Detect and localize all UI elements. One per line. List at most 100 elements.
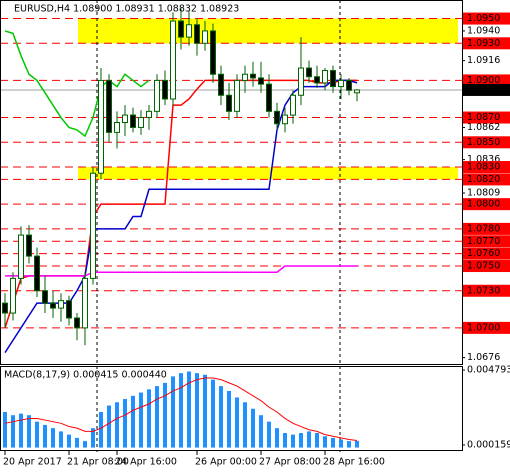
macd-bar <box>155 386 159 448</box>
y-tick-label: 1.0820 <box>467 174 500 185</box>
candle-body <box>90 172 96 279</box>
candle-body <box>282 114 288 125</box>
candle-body <box>34 255 40 292</box>
candle-body <box>66 300 72 319</box>
candle-body <box>138 117 144 128</box>
y-tick-label: 1.0900 <box>467 75 500 86</box>
candle-body <box>50 302 56 309</box>
candle-body <box>58 300 64 309</box>
y-tick-label: 1.0730 <box>467 285 500 296</box>
macd-bar <box>323 436 327 448</box>
macd-bar <box>355 440 359 448</box>
chart-title: EURUSD,H4 1.08900 1.08931 1.08832 1.0892… <box>14 4 239 15</box>
macd-label: MACD(8,17,9) 0.000415 0.000440 <box>4 370 167 381</box>
candle-body <box>74 317 80 329</box>
candle-body <box>18 234 24 279</box>
macd-bar <box>115 402 119 448</box>
macd-bar <box>3 411 7 448</box>
y-tick-label: 1.0870 <box>467 112 500 123</box>
macd-bar <box>11 415 15 448</box>
y-tick-label: 1.0830 <box>467 162 500 173</box>
candle-body <box>330 70 336 88</box>
level-label-bg <box>463 74 510 87</box>
level-label-bg <box>463 12 510 25</box>
macd-frame <box>0 366 463 451</box>
macd-bar <box>43 424 47 448</box>
macd-bar <box>307 431 311 448</box>
macd-bar <box>107 405 111 448</box>
level-label-bg <box>463 198 510 211</box>
y-tick-label: 1.0836 <box>467 154 500 165</box>
last-price-label: 1.08923 <box>467 84 506 95</box>
level-label-bg <box>463 37 510 50</box>
macd-bar <box>131 395 135 448</box>
macd-bar <box>91 428 95 448</box>
macd-bar <box>171 376 175 448</box>
candle-body <box>114 121 120 133</box>
candle-body <box>98 79 104 174</box>
level-label-bg <box>463 222 510 235</box>
y-tick-label: 1.0780 <box>467 223 500 234</box>
indicator-line <box>5 265 357 277</box>
x-tick-label: 20 Apr 2017 <box>3 457 62 468</box>
macd-bar <box>275 428 279 448</box>
y-tick-label: 0.000159 <box>467 440 510 451</box>
macd-bar <box>243 402 247 448</box>
indicator-line <box>4 30 150 138</box>
macd-bar <box>179 373 183 448</box>
y-tick-label: 1.0930 <box>467 38 500 49</box>
macd-bar <box>339 439 343 448</box>
level-label-bg <box>463 173 510 186</box>
candle-body <box>122 114 128 123</box>
candle-body <box>162 79 168 100</box>
macd-bar <box>267 421 271 448</box>
macd-bar <box>195 373 199 448</box>
candle-body <box>10 277 16 314</box>
macd-bar <box>35 421 39 448</box>
candle-body <box>354 89 360 94</box>
y-tick-label: 0.004793 <box>467 365 510 376</box>
candle-body <box>322 70 328 84</box>
y-tick-label: 1.0809 <box>467 188 500 199</box>
x-tick-label: 27 Apr 08:00 <box>259 457 321 468</box>
candle-body <box>258 77 264 85</box>
macd-bar <box>59 431 63 448</box>
level-label-bg <box>463 260 510 273</box>
candle-body <box>242 73 248 81</box>
x-tick-label: 21 Apr 08:00 <box>67 457 129 468</box>
candle-body <box>274 110 280 125</box>
candle-body <box>186 24 192 38</box>
macd-bar <box>299 433 303 448</box>
zone <box>78 18 458 44</box>
macd-bar <box>291 434 295 448</box>
candle-body <box>306 67 312 78</box>
candle-body <box>346 79 352 91</box>
y-tick-label: 1.0850 <box>467 137 500 148</box>
candle-body <box>290 94 296 116</box>
candle-body <box>314 76 320 84</box>
macd-bar <box>51 428 55 448</box>
macd-bar <box>283 433 287 448</box>
candle-body <box>2 302 8 314</box>
macd-bar <box>123 399 127 448</box>
y-tick-label: 1.0950 <box>467 13 500 24</box>
macd-bar <box>235 397 239 448</box>
y-tick-label: 1.0750 <box>467 261 500 272</box>
y-tick-label: 1.0800 <box>467 199 500 210</box>
candle-body <box>218 73 224 96</box>
macd-bar <box>187 371 191 448</box>
y-tick-label: 1.0700 <box>467 322 500 333</box>
level-label-bg <box>463 247 510 260</box>
candle-body <box>178 20 184 38</box>
macd-bar <box>203 374 207 448</box>
zone <box>78 167 458 180</box>
candle-body <box>202 30 208 44</box>
y-tick-label: 1.0770 <box>467 236 500 247</box>
x-tick-label: 24 Apr 16:00 <box>115 457 177 468</box>
candle-body <box>226 94 232 112</box>
last-price-bg <box>463 83 510 96</box>
macd-bar <box>27 415 31 448</box>
candle-body <box>266 83 272 112</box>
